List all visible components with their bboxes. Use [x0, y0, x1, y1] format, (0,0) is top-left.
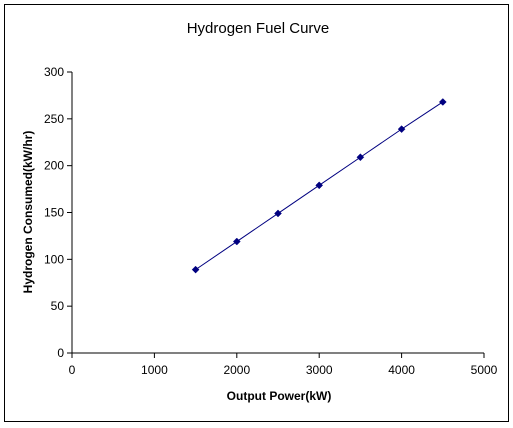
x-axis-title: Output Power(kW): [227, 389, 332, 403]
data-point: [397, 125, 406, 133]
data-point: [274, 209, 282, 218]
data-point: [315, 181, 324, 190]
data-point: [438, 98, 447, 106]
y-axis-title: Hydrogen Consumed(kW/hr): [21, 131, 35, 294]
y-tick-label: 0: [57, 346, 64, 360]
chart-title: Hydrogen Fuel Curve: [187, 20, 330, 37]
data-point: [191, 265, 200, 274]
x-tick-label: 4000: [388, 363, 415, 377]
y-tick-label: 200: [44, 159, 64, 173]
y-tick-label: 250: [44, 112, 64, 126]
x-tick-label: 0: [69, 363, 76, 377]
chart-frame: [4, 4, 509, 422]
x-tick-label: 3000: [306, 363, 333, 377]
x-tick-label: 5000: [471, 363, 498, 377]
data-point: [232, 237, 241, 246]
x-tick-label: 1000: [141, 363, 168, 377]
y-tick-label: 300: [44, 65, 64, 79]
y-tick-label: 50: [51, 299, 65, 313]
data-point: [356, 153, 365, 162]
y-tick-label: 100: [44, 252, 64, 266]
y-tick-label: 150: [44, 206, 64, 220]
x-tick-label: 2000: [223, 363, 250, 377]
